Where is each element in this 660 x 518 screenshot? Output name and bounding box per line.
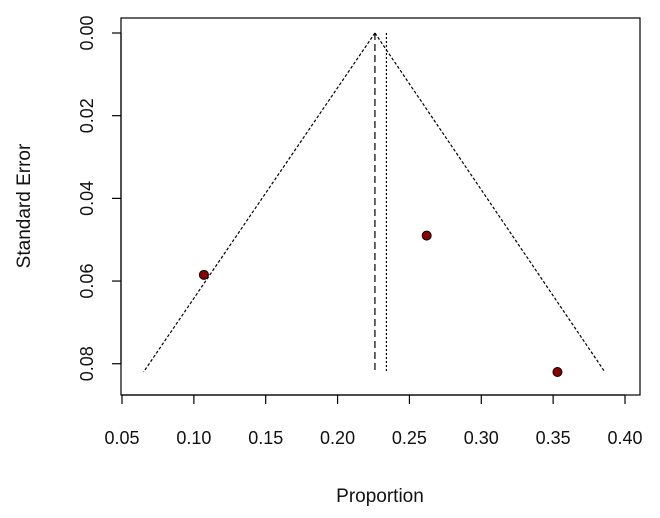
data-point xyxy=(421,230,432,241)
y-axis: 0.00 0.02 0.04 0.06 0.08 xyxy=(77,15,122,381)
y-tick-label: 0.04 xyxy=(77,181,97,216)
funnel-lines xyxy=(143,32,606,373)
x-axis-title: Proportion xyxy=(336,486,424,507)
data-point xyxy=(198,269,209,280)
data-points xyxy=(198,230,563,377)
x-tick-label: 0.15 xyxy=(248,428,283,448)
y-tick-label: 0.08 xyxy=(77,346,97,381)
x-tick-label: 0.05 xyxy=(104,428,139,448)
x-tick-label: 0.20 xyxy=(320,428,355,448)
y-tick-label: 0.06 xyxy=(77,264,97,299)
x-tick-label: 0.10 xyxy=(176,428,211,448)
y-axis-title: Standard Error xyxy=(14,143,35,268)
y-tick-label: 0.02 xyxy=(77,98,97,133)
x-axis: 0.05 0.10 0.15 0.20 0.25 0.30 0.35 0.40 xyxy=(104,394,643,448)
funnel-right-line xyxy=(374,32,606,373)
data-point xyxy=(552,367,563,377)
plot-frame xyxy=(120,17,641,396)
y-tick-label: 0.00 xyxy=(77,15,97,50)
x-tick-label: 0.30 xyxy=(464,428,499,448)
x-tick-label: 0.40 xyxy=(607,428,642,448)
x-tick-label: 0.35 xyxy=(536,428,571,448)
funnel-left-line xyxy=(143,32,376,373)
x-tick-label: 0.25 xyxy=(392,428,427,448)
